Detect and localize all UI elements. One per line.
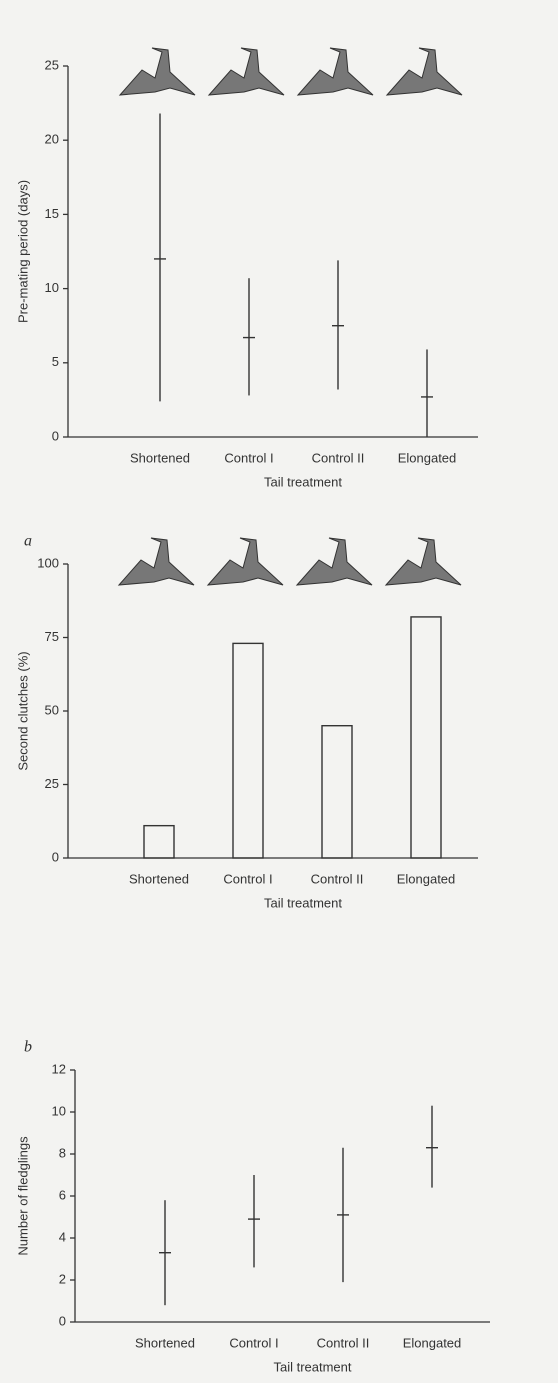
- bar: [232, 642, 264, 859]
- x-tick-label: Shortened: [135, 1335, 195, 1350]
- y-tick-label: 100: [37, 555, 59, 570]
- y-tick-label: 0: [52, 849, 59, 864]
- y-tick-label: 50: [45, 702, 59, 717]
- y-tick-label: 10: [52, 1103, 66, 1118]
- y-tick-label: 5: [52, 354, 59, 369]
- bird-icon: [117, 537, 195, 586]
- x-axis-label: Tail treatment: [264, 474, 342, 489]
- y-tick-label: 4: [59, 1229, 66, 1244]
- bird-icon: [295, 537, 373, 586]
- x-tick-label: Control II: [317, 1335, 370, 1350]
- x-tick-label: Control I: [229, 1335, 278, 1350]
- panel-label: b: [24, 1039, 32, 1056]
- x-tick-label: Control II: [311, 871, 364, 886]
- y-axis-label: Second clutches (%): [15, 651, 30, 770]
- y-tick-label: 12: [52, 1061, 66, 1076]
- bird-icon: [296, 47, 374, 96]
- bird-icon: [206, 537, 284, 586]
- y-tick-label: 0: [52, 428, 59, 443]
- y-tick-label: 2: [59, 1271, 66, 1286]
- bird-icon: [207, 47, 285, 96]
- x-tick-label: Shortened: [129, 871, 189, 886]
- x-axis-label: Tail treatment: [264, 895, 342, 910]
- bar: [321, 725, 353, 859]
- y-tick-label: 20: [45, 132, 59, 147]
- y-tick-label: 6: [59, 1187, 66, 1202]
- x-tick-label: Control I: [223, 871, 272, 886]
- x-tick-label: Elongated: [403, 1335, 462, 1350]
- y-axis-label: Number of fledglings: [15, 1136, 30, 1256]
- x-tick-label: Shortened: [130, 450, 190, 465]
- y-tick-label: 10: [45, 280, 59, 295]
- x-tick-label: Elongated: [397, 871, 456, 886]
- bird-icon: [385, 47, 463, 96]
- x-tick-label: Elongated: [398, 450, 457, 465]
- panel-label: a: [24, 533, 32, 550]
- bar: [143, 824, 175, 859]
- x-tick-label: Control I: [224, 450, 273, 465]
- y-tick-label: 25: [45, 57, 59, 72]
- y-tick-label: 75: [45, 629, 59, 644]
- bar: [410, 616, 442, 859]
- y-tick-label: 25: [45, 776, 59, 791]
- y-tick-label: 0: [59, 1313, 66, 1328]
- bird-icon: [118, 47, 196, 96]
- y-tick-label: 8: [59, 1145, 66, 1160]
- y-axis-label: Pre-mating period (days): [15, 180, 30, 323]
- x-axis-label: Tail treatment: [273, 1359, 351, 1374]
- x-tick-label: Control II: [312, 450, 365, 465]
- y-tick-label: 15: [45, 206, 59, 221]
- bird-icon: [384, 537, 462, 586]
